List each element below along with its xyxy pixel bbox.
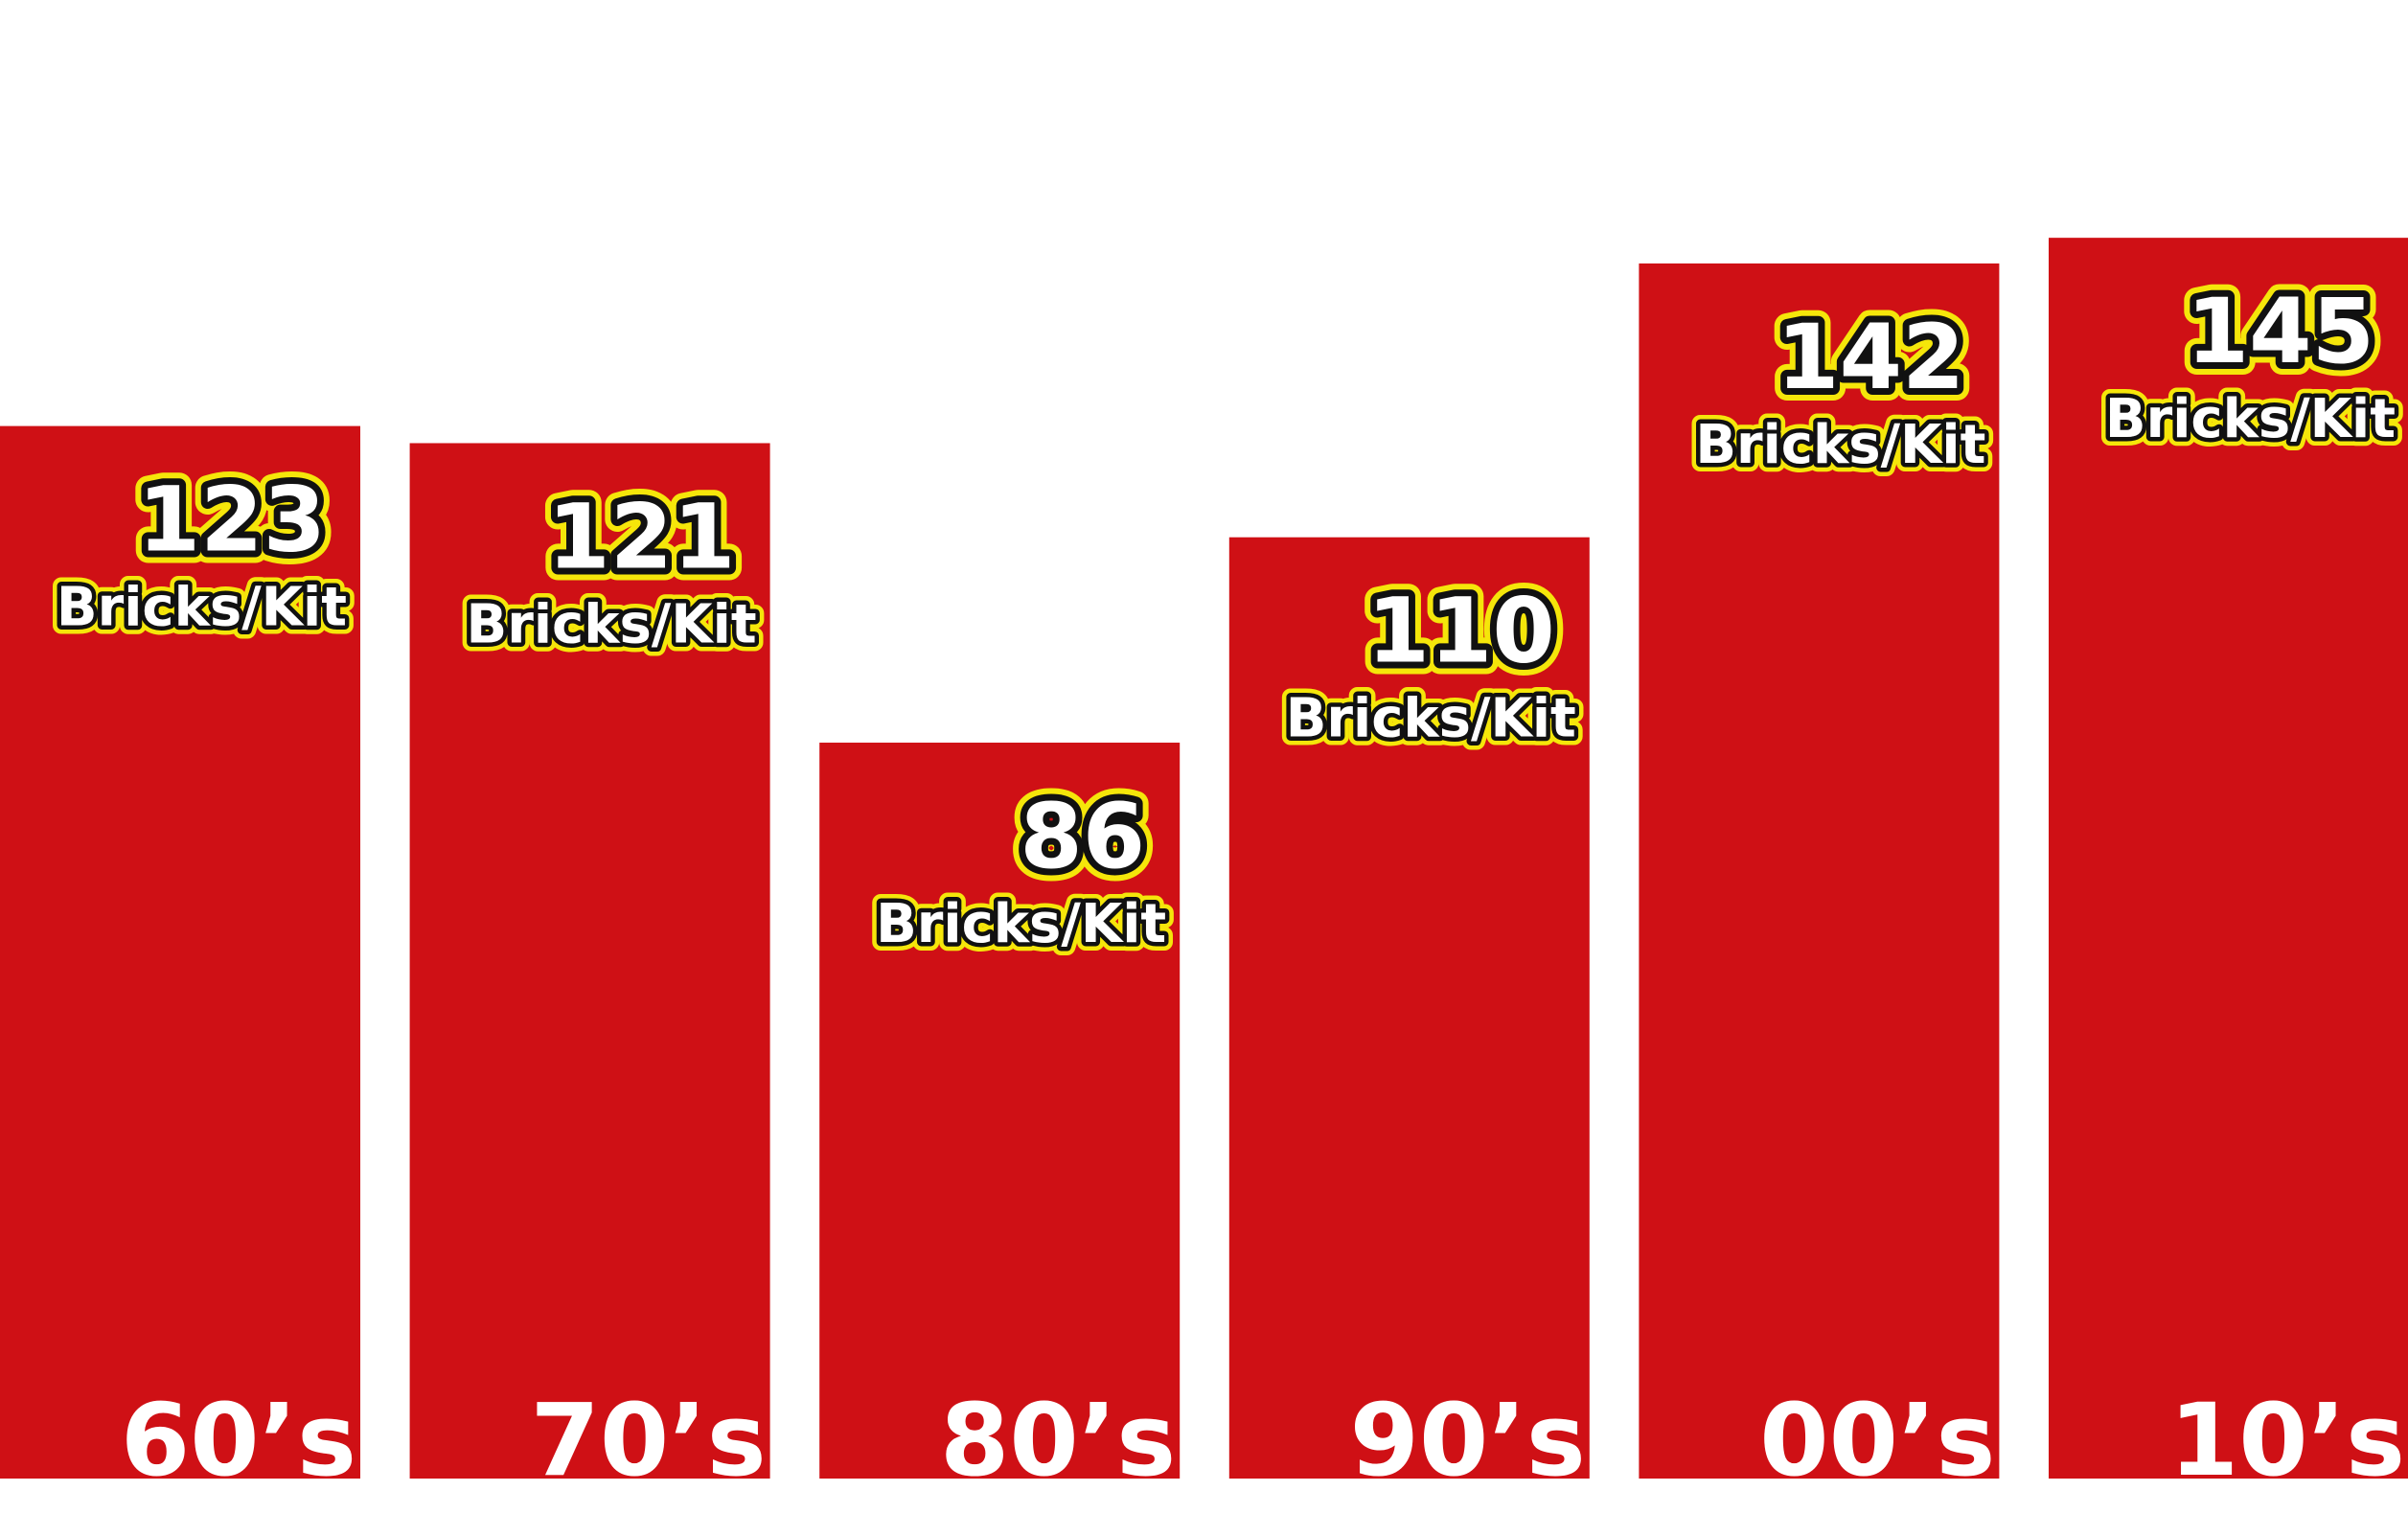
unit-label-4: Bricks/Kit: [1695, 414, 1985, 476]
data-label-outline-1: 121: [547, 485, 735, 589]
data-label-outline-0: 123: [138, 469, 326, 573]
data-label-outline-5: 145: [2187, 280, 2374, 384]
unit-label-3: Bricks/Kit: [1286, 688, 1576, 750]
unit-label-5: Bricks/Kit: [2105, 388, 2396, 450]
data-label-outline-3: 110: [1367, 580, 1555, 684]
data-label-4: 142: [1777, 306, 1964, 410]
data-label-3: 110: [1367, 580, 1555, 684]
bar-0: [0, 425, 360, 1479]
bars-group: 123123Bricks/KitBricks/Kit60’s121121Bric…: [0, 238, 2408, 1499]
category-label-2: 80’s: [940, 1382, 1176, 1499]
bar-4: [1639, 263, 2000, 1480]
category-label-1: 70’s: [530, 1382, 766, 1499]
data-label-outline-4: 142: [1777, 306, 1964, 410]
category-label-3: 90’s: [1350, 1382, 1586, 1499]
unit-label-outline-2: Bricks/Kit: [876, 893, 1166, 955]
unit-label-outline-3: Bricks/Kit: [1286, 688, 1576, 750]
bar-1: [409, 443, 770, 1480]
unit-label-1: Bricks/Kit: [467, 593, 757, 655]
bar-5: [2049, 238, 2408, 1479]
unit-label-outline-1: Bricks/Kit: [467, 593, 757, 655]
category-label-0: 60’s: [121, 1382, 356, 1499]
category-label-4: 00’s: [1759, 1382, 1995, 1499]
unit-label-0: Bricks/Kit: [57, 577, 347, 639]
bar-3: [1228, 537, 1590, 1479]
data-label-5: 145: [2187, 280, 2374, 384]
bar-2: [819, 743, 1181, 1479]
unit-label-2: Bricks/Kit: [876, 893, 1166, 955]
data-label-1: 121: [547, 485, 735, 589]
unit-label-outline-4: Bricks/Kit: [1695, 414, 1985, 476]
unit-label-outline-5: Bricks/Kit: [2105, 388, 2396, 450]
category-label-5: 10’s: [2169, 1382, 2405, 1499]
data-label-2: 86: [1020, 785, 1145, 889]
unit-label-outline-0: Bricks/Kit: [57, 577, 347, 639]
data-label-0: 123: [138, 469, 326, 573]
data-label-outline-2: 86: [1020, 785, 1145, 889]
